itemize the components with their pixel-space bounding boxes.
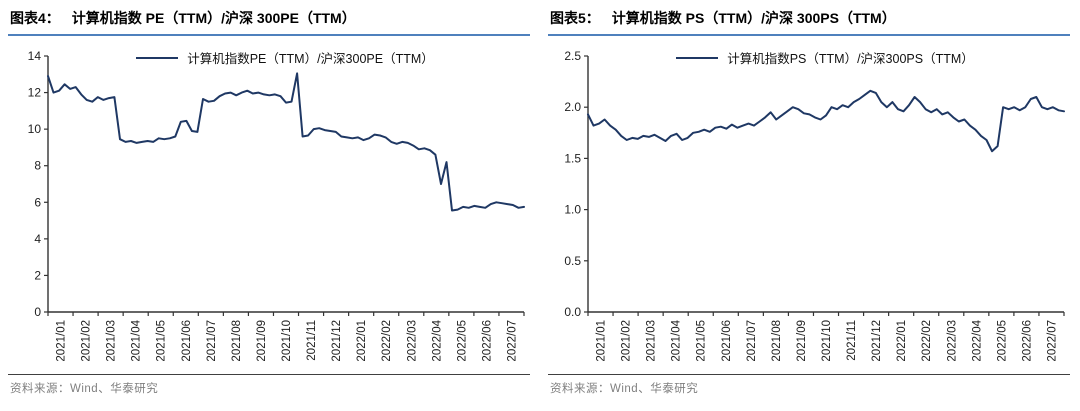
x-tick-label: 2021/05 bbox=[696, 320, 708, 362]
x-tick-label: 2022/03 bbox=[406, 320, 418, 362]
x-tick-label: 2021/01 bbox=[56, 320, 68, 362]
y-tick-label: 4 bbox=[34, 232, 41, 246]
ps-source-note: 资料来源：Wind、华泰研究 bbox=[548, 374, 1070, 396]
x-tick-label: 2022/05 bbox=[996, 320, 1008, 362]
x-tick-label: 2021/10 bbox=[281, 320, 293, 362]
x-tick-label: 2021/09 bbox=[256, 320, 268, 362]
x-tick-label: 2022/02 bbox=[381, 320, 393, 362]
x-tick-label: 2022/02 bbox=[921, 320, 933, 362]
figure-title-text: 计算机指数 PS（TTM）/沪深 300PS（TTM） bbox=[611, 10, 896, 26]
x-tick-label: 2021/10 bbox=[821, 320, 833, 362]
x-tick-label: 2021/11 bbox=[846, 320, 858, 361]
y-tick-label: 2.0 bbox=[564, 100, 581, 114]
x-tick-label: 2021/12 bbox=[871, 320, 883, 362]
x-tick-label: 2021/06 bbox=[181, 320, 193, 362]
y-tick-label: 1.5 bbox=[564, 151, 581, 165]
x-tick-label: 2021/11 bbox=[306, 320, 318, 361]
pe-chart-svg: 0 2 4 6 8 10 12 14 2021/01 2021/02 2021/03 2021/04 2… bbox=[28, 49, 525, 362]
x-tick-label: 2022/01 bbox=[896, 320, 908, 362]
ps-chart: 计算机指数PS（TTM）/沪深300PS（TTM） 0.0 0.5 1.0 1.5 2.… bbox=[548, 40, 1070, 372]
x-tick-label: 2021/09 bbox=[796, 320, 808, 362]
y-tick-label: 14 bbox=[28, 49, 42, 63]
x-tick-label: 2022/06 bbox=[481, 320, 493, 362]
pe-chart: 计算机指数PE（TTM）/沪深300PE（TTM） 0 2 4 6 8 10 12 14 202… bbox=[8, 40, 530, 372]
x-tick-label: 2021/04 bbox=[671, 319, 683, 361]
pe-chart-title: 图表4： 计算机指数 PE（TTM）/沪深 300PE（TTM） bbox=[8, 6, 530, 36]
x-tick-label: 2021/02 bbox=[81, 320, 93, 362]
x-tick-label: 2021/07 bbox=[746, 320, 758, 362]
panel-pe-chart: 图表4： 计算机指数 PE（TTM）/沪深 300PE（TTM） 计算机指数PE… bbox=[8, 6, 530, 396]
x-tick-label: 2021/03 bbox=[106, 320, 118, 362]
x-tick-label: 2021/08 bbox=[771, 320, 783, 362]
x-tick-label: 2021/12 bbox=[331, 320, 343, 362]
x-tick-label: 2022/01 bbox=[356, 320, 368, 362]
ps-chart-title: 图表5： 计算机指数 PS（TTM）/沪深 300PS（TTM） bbox=[548, 6, 1070, 36]
x-tick-label: 2021/05 bbox=[156, 320, 168, 362]
y-tick-label: 2.5 bbox=[564, 49, 581, 63]
y-tick-label: 0.5 bbox=[564, 254, 581, 268]
x-tick-label: 2022/05 bbox=[456, 320, 468, 362]
x-tick-label: 2021/08 bbox=[231, 320, 243, 362]
pe-series-line bbox=[47, 72, 525, 212]
figure-label: 图表4： bbox=[10, 10, 60, 26]
x-tick-label: 2022/07 bbox=[506, 320, 518, 362]
x-tick-label: 2021/03 bbox=[646, 320, 658, 362]
pe-source-note: 资料来源：Wind、华泰研究 bbox=[8, 374, 530, 396]
x-tick-label: 2022/07 bbox=[1046, 320, 1058, 362]
x-tick-label: 2022/06 bbox=[1021, 320, 1033, 362]
x-tick-label: 2022/03 bbox=[946, 320, 958, 362]
ps-chart-svg: 0.0 0.5 1.0 1.5 2.0 2.5 2021/01 2021/02 2021/03 2… bbox=[564, 49, 1065, 362]
x-tick-label: 2021/06 bbox=[721, 320, 733, 362]
y-tick-label: 10 bbox=[28, 122, 42, 136]
x-tick-label: 2021/07 bbox=[206, 320, 218, 362]
figure-label: 图表5： bbox=[550, 10, 600, 26]
ps-series-line bbox=[587, 89, 1065, 153]
x-tick-label: 2021/01 bbox=[596, 320, 608, 362]
y-tick-label: 1.0 bbox=[564, 203, 581, 217]
x-tick-label: 2022/04 bbox=[431, 319, 443, 361]
y-tick-label: 2 bbox=[34, 268, 41, 282]
y-tick-label: 0.0 bbox=[564, 305, 581, 319]
x-tick-label: 2022/04 bbox=[971, 319, 983, 361]
y-tick-label: 8 bbox=[34, 159, 41, 173]
x-tick-label: 2021/02 bbox=[621, 320, 633, 362]
y-tick-label: 0 bbox=[34, 305, 41, 319]
y-tick-label: 6 bbox=[34, 195, 41, 209]
x-tick-label: 2021/04 bbox=[131, 319, 143, 361]
panel-ps-chart: 图表5： 计算机指数 PS（TTM）/沪深 300PS（TTM） 计算机指数PS… bbox=[540, 0, 1080, 411]
figure-title-text: 计算机指数 PE（TTM）/沪深 300PE（TTM） bbox=[71, 10, 356, 26]
y-tick-label: 12 bbox=[28, 86, 42, 100]
